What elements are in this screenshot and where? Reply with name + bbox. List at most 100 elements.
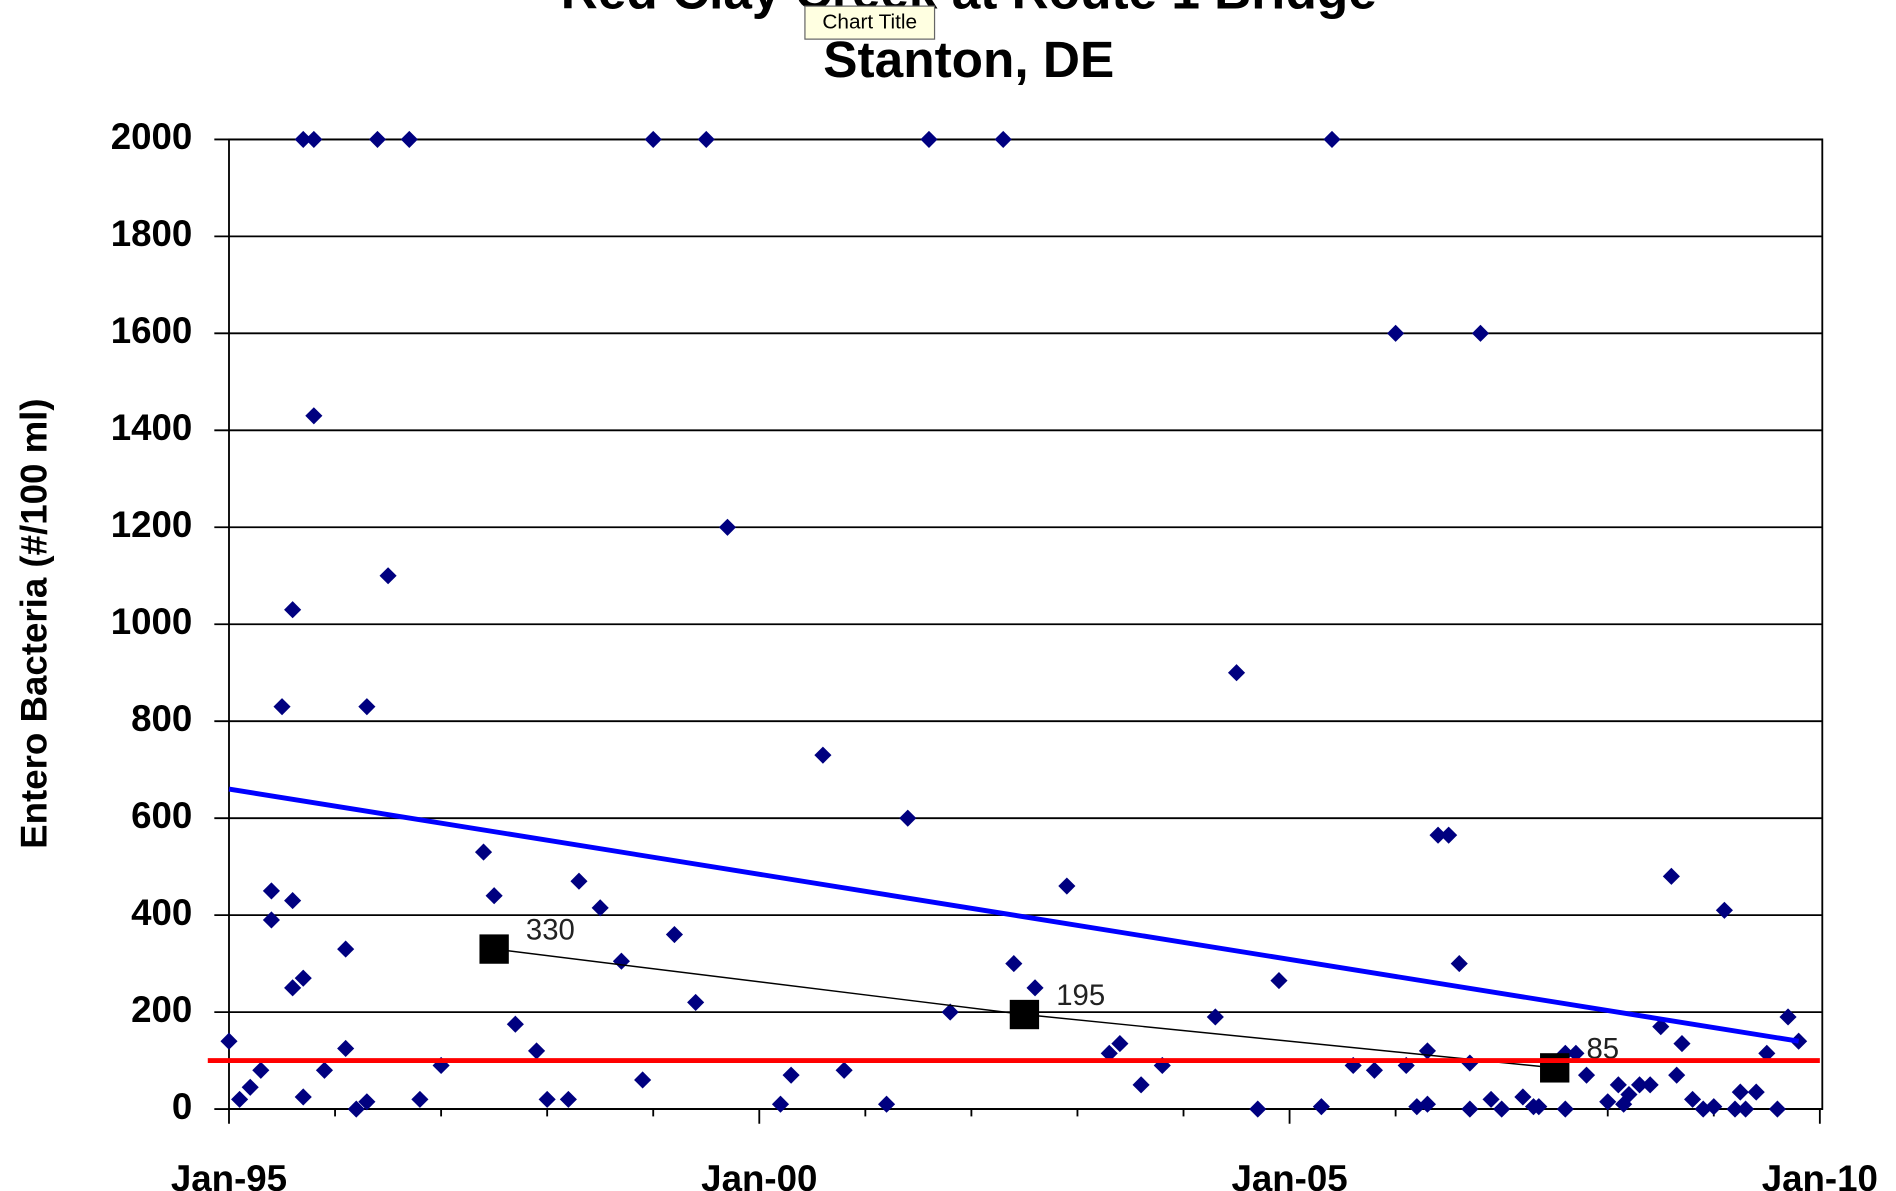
x-tick-label: Jan-10 xyxy=(1762,1158,1878,1191)
point xyxy=(1418,1042,1437,1060)
point xyxy=(697,130,715,148)
point xyxy=(368,130,387,148)
point xyxy=(231,1090,249,1108)
point xyxy=(411,1090,429,1108)
y-axis-label: Entero Bacteria (#/100 ml) xyxy=(14,398,55,848)
point xyxy=(252,1061,270,1079)
point xyxy=(528,1042,546,1060)
point xyxy=(337,940,355,958)
point xyxy=(315,1061,334,1079)
y-tick-label: 1600 xyxy=(111,310,193,351)
point xyxy=(1662,867,1680,885)
point xyxy=(305,407,323,425)
point xyxy=(538,1090,556,1108)
point xyxy=(241,1078,259,1096)
point xyxy=(1577,1066,1596,1084)
point xyxy=(1758,1044,1776,1062)
y-tick-label: 0 xyxy=(172,1086,192,1127)
y-tick-label: 400 xyxy=(131,892,192,933)
y-tick-label: 600 xyxy=(131,795,192,836)
point xyxy=(379,567,397,585)
point xyxy=(1705,1098,1723,1116)
point xyxy=(899,809,917,827)
point xyxy=(1726,1100,1744,1118)
point xyxy=(1567,1044,1585,1062)
point xyxy=(1609,1076,1627,1094)
tooltip: Chart Title xyxy=(822,11,917,34)
point xyxy=(687,993,705,1011)
point xyxy=(294,130,312,148)
point xyxy=(1779,1008,1797,1026)
point xyxy=(1440,826,1458,844)
point xyxy=(718,518,737,536)
point xyxy=(485,887,503,905)
point xyxy=(305,130,323,148)
x-tick-label: Jan-95 xyxy=(171,1158,287,1191)
point xyxy=(1530,1098,1548,1116)
point xyxy=(782,1066,800,1084)
point xyxy=(474,843,493,861)
point xyxy=(294,1088,312,1106)
chart-subtitle: Stanton, DE xyxy=(823,31,1114,88)
y-tick-label: 800 xyxy=(131,698,192,739)
x-tick-label: Jan-05 xyxy=(1231,1158,1347,1191)
y-tick-label: 1400 xyxy=(111,407,193,448)
point xyxy=(1450,955,1468,973)
point xyxy=(294,969,312,987)
point xyxy=(284,601,302,619)
y-tick-label: 1200 xyxy=(111,504,193,545)
point xyxy=(358,698,376,716)
point xyxy=(1556,1100,1574,1118)
point xyxy=(1737,1100,1755,1118)
point xyxy=(835,1061,853,1079)
point xyxy=(1026,979,1044,997)
point xyxy=(1365,1061,1383,1079)
point xyxy=(1493,1100,1511,1118)
point xyxy=(814,746,832,764)
point xyxy=(1206,1008,1224,1026)
point xyxy=(1100,1044,1118,1062)
square xyxy=(1009,999,1040,1030)
x-tick-label: Jan-00 xyxy=(701,1158,817,1191)
point xyxy=(771,1095,790,1113)
point xyxy=(570,872,588,890)
point xyxy=(1514,1088,1532,1106)
y-tick-label: 2000 xyxy=(111,116,193,157)
point xyxy=(1312,1098,1330,1116)
y-tick-label: 1800 xyxy=(111,213,193,254)
point xyxy=(1747,1083,1765,1101)
point xyxy=(284,892,302,910)
point xyxy=(1482,1090,1500,1108)
y-tick-label: 200 xyxy=(131,989,192,1030)
point xyxy=(644,130,662,148)
point xyxy=(400,130,418,148)
point xyxy=(1132,1076,1150,1094)
square xyxy=(1540,1053,1570,1083)
point xyxy=(634,1071,652,1089)
point xyxy=(1599,1093,1617,1111)
point xyxy=(1323,130,1341,148)
point xyxy=(665,925,683,944)
point xyxy=(1005,955,1023,973)
point xyxy=(1418,1095,1437,1113)
point xyxy=(1652,1018,1670,1036)
point xyxy=(920,130,938,148)
point xyxy=(994,130,1012,148)
point xyxy=(1630,1076,1649,1094)
point xyxy=(262,911,280,929)
point xyxy=(1620,1085,1638,1104)
point xyxy=(1768,1100,1786,1118)
data-label: 195 xyxy=(1056,979,1105,1012)
point xyxy=(559,1090,577,1108)
point xyxy=(591,899,609,917)
point xyxy=(1461,1100,1479,1118)
chart-title: Red Clay Creek at Route 1 Bridge xyxy=(561,0,1377,20)
point xyxy=(941,1003,959,1021)
point xyxy=(1471,324,1490,342)
point xyxy=(337,1039,355,1058)
point xyxy=(506,1015,524,1033)
point xyxy=(1270,972,1288,990)
point xyxy=(347,1100,365,1118)
point xyxy=(1111,1035,1129,1053)
